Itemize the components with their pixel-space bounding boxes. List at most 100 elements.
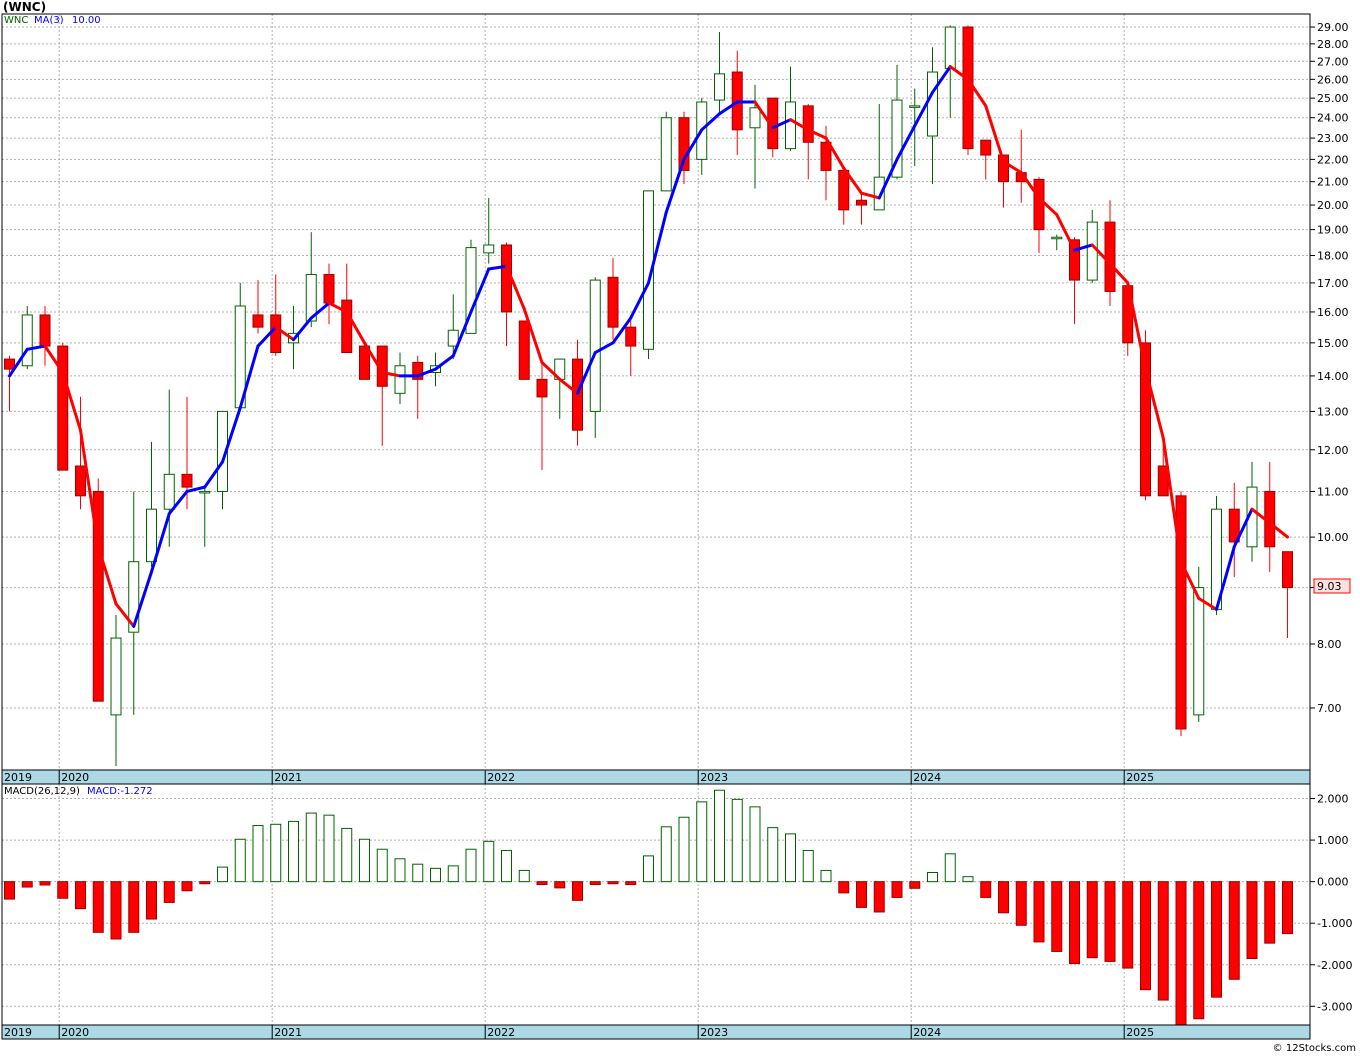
ma-segment bbox=[327, 301, 349, 314]
candle-body bbox=[838, 169, 850, 211]
macd-bar bbox=[714, 789, 725, 883]
candle-body bbox=[181, 473, 193, 488]
candle-body bbox=[767, 97, 779, 150]
ma-segment bbox=[1126, 281, 1147, 371]
candle-body bbox=[75, 465, 86, 497]
ma-segment bbox=[522, 307, 544, 364]
candle-body bbox=[57, 345, 69, 471]
price-tick-label: 28.00 bbox=[1317, 38, 1349, 51]
ma-segment bbox=[43, 344, 65, 375]
price-tick-label: 8.00 bbox=[1317, 638, 1342, 651]
macd-bar bbox=[1086, 881, 1098, 959]
macd-bar bbox=[57, 881, 69, 899]
price-tick-label: 21.00 bbox=[1317, 176, 1349, 189]
macd-bar bbox=[110, 881, 122, 940]
ma-segment bbox=[221, 406, 242, 464]
year-label: 2022 bbox=[487, 1026, 515, 1039]
ma-segment bbox=[629, 281, 650, 320]
ma-segment bbox=[1019, 171, 1041, 200]
macd-bar bbox=[891, 881, 903, 898]
last-price-box bbox=[1313, 578, 1351, 594]
macd-bar bbox=[607, 881, 619, 885]
candle-body bbox=[1104, 221, 1116, 292]
ma-segment bbox=[664, 157, 686, 214]
ma-segment bbox=[380, 371, 402, 378]
candle-body bbox=[465, 247, 477, 334]
macd-bar bbox=[39, 881, 51, 886]
macd-bar bbox=[341, 827, 353, 883]
ma-segment bbox=[682, 128, 704, 161]
ma-segment bbox=[576, 351, 597, 395]
candle-body bbox=[1140, 342, 1151, 497]
price-tick-label: 22.00 bbox=[1317, 153, 1349, 166]
macd-bar bbox=[802, 849, 814, 883]
macd-bar bbox=[572, 881, 583, 901]
ma-segment bbox=[61, 371, 82, 432]
candle-body bbox=[714, 73, 725, 101]
macd-bar bbox=[785, 833, 796, 883]
candle-body bbox=[199, 490, 211, 494]
macd-bar bbox=[909, 881, 921, 889]
macd-label: MACD(26,12,9) bbox=[4, 786, 80, 797]
ma-label: MA(3) bbox=[34, 15, 64, 26]
candle-body bbox=[1175, 495, 1187, 730]
macd-bar bbox=[412, 863, 424, 883]
candle-body bbox=[518, 320, 530, 380]
macd-bar bbox=[270, 823, 282, 883]
candle-body bbox=[483, 244, 495, 254]
macd-bar bbox=[838, 881, 850, 894]
macd-bar bbox=[128, 881, 140, 933]
ma-segment bbox=[984, 104, 1005, 164]
macd-bar bbox=[447, 865, 459, 883]
ma-segment bbox=[416, 367, 437, 378]
price-tick-label: 12.00 bbox=[1317, 444, 1349, 457]
ma-segment bbox=[505, 264, 526, 311]
price-tick-label: 20.00 bbox=[1317, 199, 1349, 212]
year-label: 2024 bbox=[913, 771, 941, 784]
ma-segment bbox=[1179, 560, 1201, 600]
candle-body bbox=[891, 99, 903, 178]
macd-bar bbox=[483, 840, 495, 883]
macd-bar bbox=[75, 881, 86, 910]
price-tick-label: 11.00 bbox=[1317, 485, 1349, 498]
macd-tick-label: -3.000 bbox=[1317, 1000, 1352, 1013]
ma-segment bbox=[1108, 262, 1130, 285]
ma-segment bbox=[167, 489, 189, 516]
macd-bar bbox=[1246, 881, 1258, 960]
candle-body bbox=[1033, 178, 1045, 231]
candle-body bbox=[394, 365, 406, 394]
ma-segment bbox=[1161, 436, 1183, 564]
ma-segment bbox=[185, 485, 207, 493]
candle-body bbox=[909, 105, 921, 108]
candle-body bbox=[820, 141, 832, 171]
candle-body bbox=[1086, 221, 1098, 281]
macd-bar bbox=[1051, 881, 1063, 952]
macd-bar bbox=[21, 881, 33, 888]
candle-body bbox=[21, 314, 33, 367]
year-label: 2022 bbox=[487, 771, 515, 784]
candle-body bbox=[92, 490, 104, 702]
price-tick-label: 23.00 bbox=[1317, 132, 1349, 145]
ma-segment bbox=[114, 602, 136, 628]
price-tick-label: 19.00 bbox=[1317, 224, 1349, 237]
candle-body bbox=[163, 473, 175, 510]
macd-bar bbox=[518, 869, 530, 883]
macd-bar bbox=[430, 867, 441, 883]
macd-bar bbox=[1104, 881, 1116, 962]
ma-segment bbox=[96, 545, 118, 606]
ma-segment bbox=[25, 344, 47, 351]
ma-segment bbox=[1037, 196, 1059, 217]
macd-bar bbox=[696, 801, 708, 883]
macd-bar bbox=[536, 881, 548, 886]
macd-bar bbox=[944, 853, 956, 883]
price-tick-label: 10.00 bbox=[1317, 531, 1349, 544]
chart-title: (WNC) bbox=[3, 0, 47, 14]
macd-bar bbox=[678, 816, 690, 883]
candle-body bbox=[998, 154, 1009, 183]
macd-bar bbox=[1264, 881, 1276, 944]
macd-bar bbox=[660, 826, 672, 883]
ma-segment bbox=[647, 210, 668, 285]
ma-segment bbox=[860, 191, 881, 200]
macd-bar bbox=[856, 881, 867, 908]
ma-segment bbox=[558, 377, 579, 395]
